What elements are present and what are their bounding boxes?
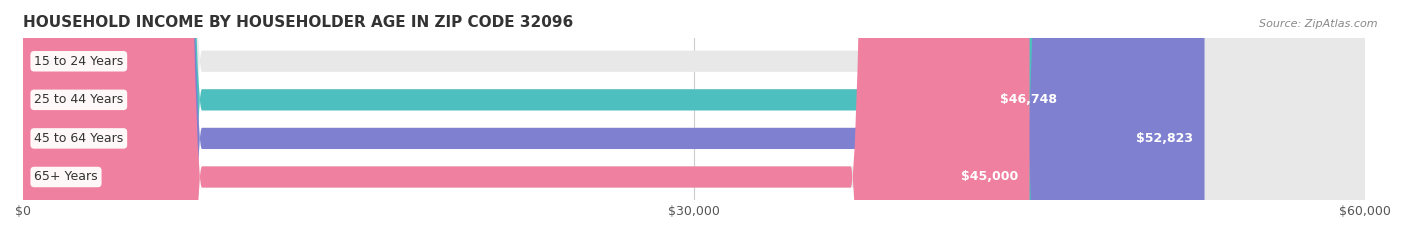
Text: $52,823: $52,823 <box>1136 132 1194 145</box>
FancyBboxPatch shape <box>22 0 1069 233</box>
FancyBboxPatch shape <box>22 0 1205 233</box>
Text: 15 to 24 Years: 15 to 24 Years <box>34 55 124 68</box>
Text: $46,748: $46,748 <box>1001 93 1057 106</box>
FancyBboxPatch shape <box>22 0 1029 233</box>
Text: HOUSEHOLD INCOME BY HOUSEHOLDER AGE IN ZIP CODE 32096: HOUSEHOLD INCOME BY HOUSEHOLDER AGE IN Z… <box>22 15 574 30</box>
FancyBboxPatch shape <box>22 0 1365 233</box>
FancyBboxPatch shape <box>22 0 1365 233</box>
Text: $45,000: $45,000 <box>962 171 1018 184</box>
Text: 65+ Years: 65+ Years <box>34 171 98 184</box>
FancyBboxPatch shape <box>22 0 1365 233</box>
Text: 25 to 44 Years: 25 to 44 Years <box>34 93 124 106</box>
Text: Source: ZipAtlas.com: Source: ZipAtlas.com <box>1260 19 1378 29</box>
Text: $0: $0 <box>45 55 62 68</box>
Text: 45 to 64 Years: 45 to 64 Years <box>34 132 124 145</box>
FancyBboxPatch shape <box>22 0 1365 233</box>
